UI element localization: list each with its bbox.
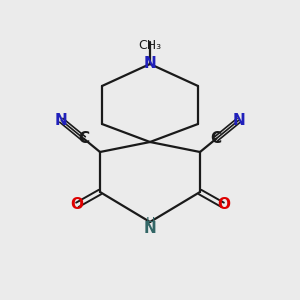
Text: C: C [78, 131, 89, 146]
Text: H: H [145, 216, 155, 229]
Text: N: N [144, 221, 156, 236]
Text: O: O [70, 197, 83, 212]
Text: N: N [232, 113, 245, 128]
Text: CH₃: CH₃ [138, 39, 162, 52]
Text: O: O [217, 197, 230, 212]
Text: N: N [55, 113, 68, 128]
Text: N: N [144, 56, 156, 71]
Text: C: C [211, 131, 222, 146]
